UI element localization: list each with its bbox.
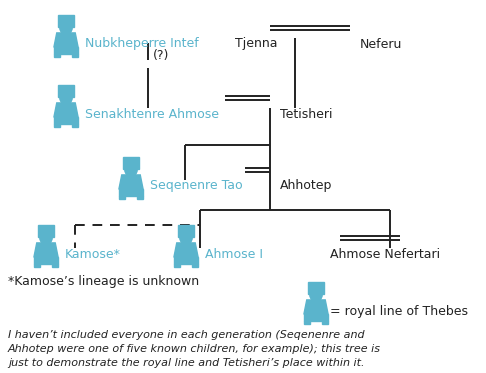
Bar	[119, 196, 125, 200]
Circle shape	[125, 164, 137, 176]
Circle shape	[60, 22, 72, 34]
Bar	[54, 47, 78, 54]
Bar	[137, 196, 143, 200]
Bar	[304, 321, 310, 325]
Bar	[37, 225, 54, 237]
Circle shape	[180, 232, 192, 244]
Text: Seqenenre Tao: Seqenenre Tao	[150, 179, 243, 192]
Bar	[34, 264, 40, 267]
Text: = royal line of Thebes: = royal line of Thebes	[330, 304, 468, 317]
Bar	[322, 321, 328, 325]
Text: Ahmose Nefertari: Ahmose Nefertari	[330, 248, 440, 260]
Text: (?): (?)	[153, 48, 170, 62]
Bar	[192, 264, 198, 267]
Bar	[174, 264, 180, 267]
Bar	[54, 124, 60, 128]
Bar	[58, 85, 74, 97]
Text: *Kamose’s lineage is unknown: *Kamose’s lineage is unknown	[8, 275, 199, 288]
Bar	[72, 124, 78, 128]
Circle shape	[60, 92, 72, 104]
Polygon shape	[174, 243, 198, 257]
Text: Ahmose I: Ahmose I	[205, 248, 263, 260]
Text: Nubkheperre Intef: Nubkheperre Intef	[85, 38, 199, 50]
Text: I haven’t included everyone in each generation (Seqenenre and
Ahhotep were one o: I haven’t included everyone in each gene…	[8, 330, 381, 368]
Text: Tjenna: Tjenna	[235, 38, 278, 50]
Bar	[122, 157, 139, 169]
Bar	[119, 189, 143, 196]
Bar	[34, 257, 58, 264]
Polygon shape	[34, 243, 58, 257]
Bar	[54, 54, 60, 57]
Bar	[174, 257, 198, 264]
Text: Kamose*: Kamose*	[65, 248, 121, 260]
Text: Neferu: Neferu	[360, 38, 402, 50]
Polygon shape	[304, 300, 328, 314]
Text: Tetisheri: Tetisheri	[280, 107, 332, 120]
Polygon shape	[54, 103, 78, 117]
Bar	[54, 117, 78, 124]
Text: Senakhtenre Ahmose: Senakhtenre Ahmose	[85, 107, 219, 120]
Polygon shape	[119, 175, 143, 189]
Bar	[58, 15, 74, 27]
Bar	[72, 54, 78, 57]
Bar	[308, 282, 324, 294]
Bar	[52, 264, 58, 267]
Bar	[304, 314, 328, 321]
Circle shape	[40, 232, 52, 244]
Polygon shape	[54, 33, 78, 47]
Circle shape	[310, 289, 322, 301]
Text: Ahhotep: Ahhotep	[280, 179, 332, 192]
Bar	[178, 225, 194, 237]
